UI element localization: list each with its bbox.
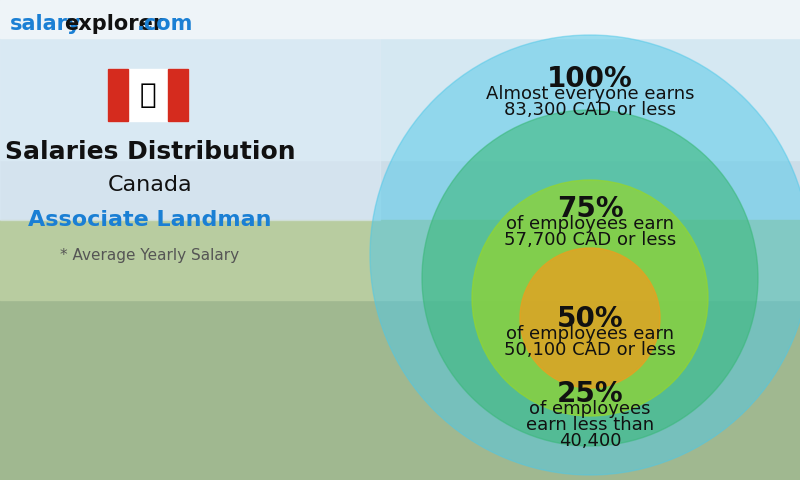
Bar [0,290,800,480]
Text: 40,400: 40,400 [558,432,622,450]
Text: earn less than: earn less than [526,416,654,434]
Circle shape [520,248,660,388]
Text: of employees earn: of employees earn [506,215,674,233]
Text: 83,300 CAD or less: 83,300 CAD or less [504,101,676,119]
Text: of employees earn: of employees earn [506,325,674,343]
Bar [168,69,188,121]
Text: Almost everyone earns: Almost everyone earns [486,85,694,103]
Text: 57,700 CAD or less: 57,700 CAD or less [504,231,676,249]
Text: 75%: 75% [557,195,623,223]
Text: 25%: 25% [557,380,623,408]
Text: 🍁: 🍁 [140,81,156,109]
Circle shape [370,35,800,475]
Bar [108,69,128,121]
Text: Associate Landman: Associate Landman [28,210,272,230]
Text: Canada: Canada [108,175,192,195]
Text: Salaries Distribution: Salaries Distribution [5,140,295,164]
Circle shape [472,180,708,416]
Text: of employees: of employees [530,400,650,418]
Text: 100%: 100% [547,65,633,93]
Text: * Average Yearly Salary: * Average Yearly Salary [61,248,239,263]
Text: .com: .com [137,14,194,34]
Text: salary: salary [10,14,82,34]
Bar [0,0,800,160]
Bar [0,220,800,300]
Bar [0,0,380,220]
Text: 50,100 CAD or less: 50,100 CAD or less [504,341,676,359]
Bar [0,0,800,38]
Text: 50%: 50% [557,305,623,333]
Text: explorer: explorer [64,14,163,34]
Bar [108,69,188,121]
Circle shape [422,110,758,446]
